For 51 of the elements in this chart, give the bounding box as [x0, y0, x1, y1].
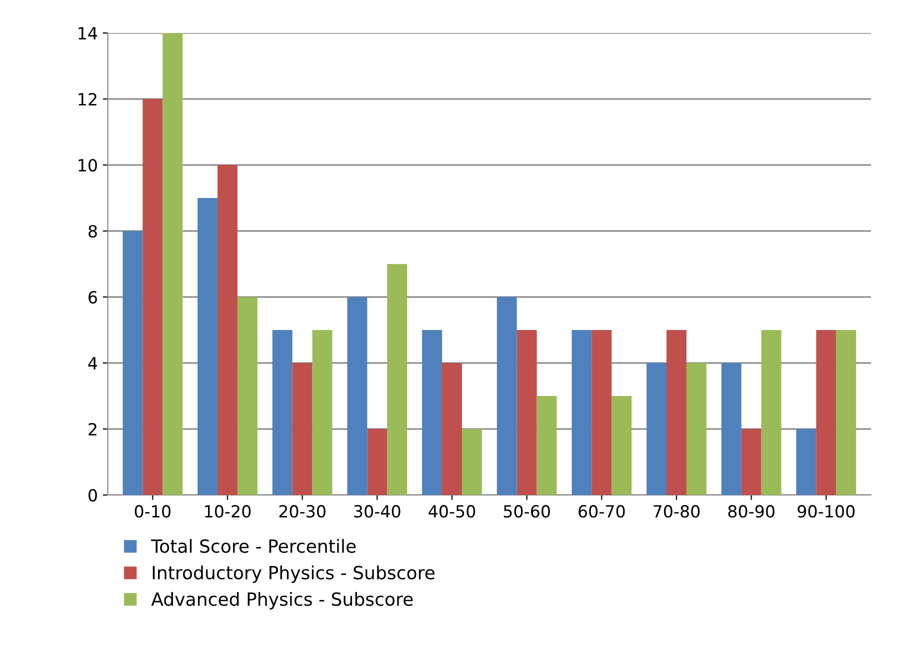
bar [496, 297, 517, 495]
bar [237, 297, 258, 495]
y-tick-label: 10 [78, 158, 97, 172]
bar [142, 99, 163, 495]
bar [592, 330, 612, 495]
bar [536, 396, 557, 495]
x-tick-label: 70-80 [654, 505, 700, 518]
bar [612, 396, 632, 495]
y-tick-label: 8 [88, 224, 97, 238]
x-tick-label: 30-40 [354, 505, 400, 518]
bar [816, 330, 836, 495]
x-tick-label: 10-20 [205, 505, 251, 518]
y-tick-label: 6 [88, 290, 97, 304]
bar [422, 330, 442, 495]
bar [796, 429, 816, 495]
bar [666, 330, 686, 495]
bar [122, 231, 143, 495]
bar [836, 330, 856, 495]
bar [218, 165, 238, 495]
bar [198, 198, 218, 495]
bar [272, 330, 292, 495]
bar [162, 33, 183, 495]
x-tick-label: 40-50 [428, 505, 476, 518]
y-tick-label: 4 [88, 357, 98, 370]
bar [741, 429, 762, 495]
bar [721, 363, 742, 495]
bar [312, 330, 332, 495]
bar [761, 330, 782, 495]
bar [442, 363, 462, 495]
x-tick-label: 0-10 [134, 505, 170, 518]
bar [572, 330, 592, 495]
bar [367, 429, 388, 495]
bar [387, 264, 408, 495]
x-tick-label: 60-70 [578, 505, 625, 518]
legend-label: Advanced Physics - Subscore [151, 592, 413, 610]
y-tick-label: 14 [78, 27, 98, 40]
legend-label: Introductory Physics - Subscore [152, 565, 434, 583]
legend-label: Total Score - Percentile [151, 538, 356, 553]
x-tick-label: 90-100 [798, 505, 855, 518]
y-tick-label: 0 [88, 488, 97, 502]
bar [462, 429, 482, 495]
x-tick-label: 20-30 [279, 505, 326, 518]
x-tick-label: 50-60 [504, 505, 550, 518]
bar [516, 330, 537, 495]
bar [686, 363, 706, 495]
bar [292, 363, 312, 495]
bar [347, 297, 368, 495]
bar [646, 363, 667, 495]
y-tick-label: 12 [78, 92, 96, 106]
y-tick-label: 2 [88, 422, 96, 436]
x-tick-label: 80-90 [728, 505, 774, 518]
